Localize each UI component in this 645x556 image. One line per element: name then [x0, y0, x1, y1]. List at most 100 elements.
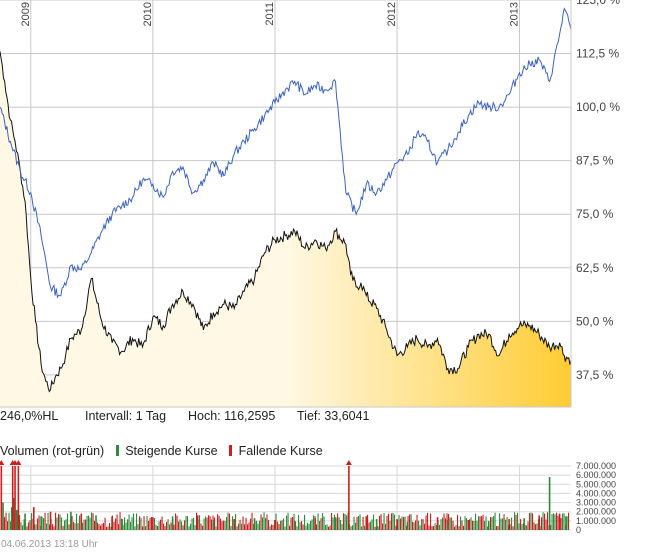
stats-low: Tief: 33,6041 [297, 409, 370, 423]
volume-texture-bar [329, 525, 331, 530]
volume-bar [32, 507, 35, 530]
volume-bar [436, 517, 439, 530]
volume-texture-bar [227, 512, 229, 530]
volume-texture-bar [214, 517, 216, 530]
volume-bar [508, 519, 510, 530]
volume-texture-bar [188, 526, 190, 530]
volume-overflow-marker [345, 460, 352, 465]
volume-texture-bar [265, 517, 267, 530]
volume-texture-bar [146, 515, 148, 530]
volume-texture-bar [107, 526, 109, 530]
volume-texture-bar [200, 523, 202, 530]
volume-texture-bar [332, 517, 334, 530]
volume-texture-bar [154, 517, 156, 530]
volume-texture-bar [499, 513, 501, 530]
volume-texture-bar [229, 513, 231, 530]
volume-texture-bar [106, 526, 108, 530]
volume-texture-bar [418, 520, 420, 530]
volume-texture-bar [544, 513, 546, 530]
volume-texture-bar [463, 525, 465, 530]
volume-texture-bar [89, 517, 91, 530]
volume-texture-bar [62, 525, 64, 530]
volume-legend: Volumen (rot-grün) Steigende Kurse Falle… [0, 443, 323, 458]
volume-texture-bar [506, 517, 508, 530]
volume-texture-bar [535, 524, 537, 530]
volume-bar [0, 466, 3, 530]
index-line [0, 7, 572, 299]
volume-texture-bar [235, 513, 237, 530]
volume-texture-bar [184, 520, 186, 530]
x-tick-label: 2009 [20, 2, 32, 26]
volume-bar [375, 519, 378, 530]
volume-texture-bar [253, 523, 255, 530]
volume-texture-bar [311, 519, 313, 530]
volume-texture-bar [379, 515, 381, 530]
volume-texture-bar [415, 520, 417, 530]
volume-texture-bar [497, 526, 499, 530]
volume-texture-bar [244, 524, 246, 530]
volume-down-label: Fallende Kurse [238, 443, 323, 458]
volume-texture-bar [461, 520, 463, 530]
volume-texture-bar [8, 512, 10, 530]
volume-texture-bar [202, 525, 204, 530]
volume-texture-bar [500, 518, 502, 530]
volume-texture-bar [238, 523, 240, 530]
volume-texture-bar [131, 517, 133, 530]
volume-texture-bar [284, 526, 286, 530]
volume-texture-bar [292, 517, 294, 530]
volume-texture-bar [389, 520, 391, 530]
volume-texture-bar [77, 523, 79, 530]
volume-texture-bar [161, 516, 163, 530]
timestamp: 04.06.2013 13:18 Uhr [1, 539, 98, 550]
volume-texture-bar [487, 526, 489, 530]
volume-texture-bar [67, 513, 69, 530]
volume-texture-bar [416, 514, 418, 530]
volume-texture-bar [502, 518, 504, 530]
volume-bar [40, 516, 42, 530]
volume-texture-bar [443, 513, 445, 530]
volume-texture-bar [262, 517, 264, 530]
volume-texture-bar [122, 524, 124, 530]
volume-texture-bar [53, 526, 55, 530]
volume-texture-bar [442, 517, 444, 530]
volume-texture-bar [472, 520, 474, 530]
volume-texture-bar [419, 525, 421, 530]
volume-bar [365, 516, 368, 530]
volume-texture-bar [406, 525, 408, 530]
volume-texture-bar [454, 526, 456, 530]
volume-texture-bar [86, 515, 88, 530]
volume-texture-bar [439, 524, 441, 530]
volume-texture-bar [74, 523, 76, 530]
volume-texture-bar [331, 512, 333, 530]
volume-texture-bar [185, 516, 187, 530]
volume-bar [121, 519, 123, 530]
volume-texture-bar [43, 518, 45, 530]
volume-texture-bar [554, 514, 556, 530]
volume-texture-bar [394, 514, 396, 530]
volume-texture-bar [215, 526, 217, 530]
volume-texture-bar [49, 524, 51, 530]
volume-texture-bar [73, 522, 75, 530]
volume-texture-bar [38, 515, 40, 530]
volume-tick-label: 3.000.000 [576, 498, 616, 508]
volume-texture-bar [473, 520, 475, 530]
volume-bar [538, 515, 541, 530]
volume-texture-bar [481, 516, 483, 530]
volume-texture-bar [163, 523, 165, 530]
price-area [0, 51, 571, 408]
volume-texture-bar [521, 523, 523, 530]
volume-bar [49, 511, 52, 530]
volume-texture-bar [305, 525, 307, 530]
volume-bar [152, 517, 154, 530]
volume-texture-bar [37, 518, 39, 530]
volume-texture-bar [5, 512, 7, 530]
volume-texture-bar [542, 512, 544, 530]
volume-texture-bar [160, 519, 162, 530]
volume-texture-bar [199, 515, 201, 530]
volume-texture-bar [275, 513, 277, 530]
volume-texture-bar [364, 525, 366, 530]
volume-texture-bar [88, 515, 90, 530]
volume-texture-bar [236, 526, 238, 530]
volume-texture-bar [512, 526, 514, 530]
volume-texture-bar [7, 521, 9, 530]
